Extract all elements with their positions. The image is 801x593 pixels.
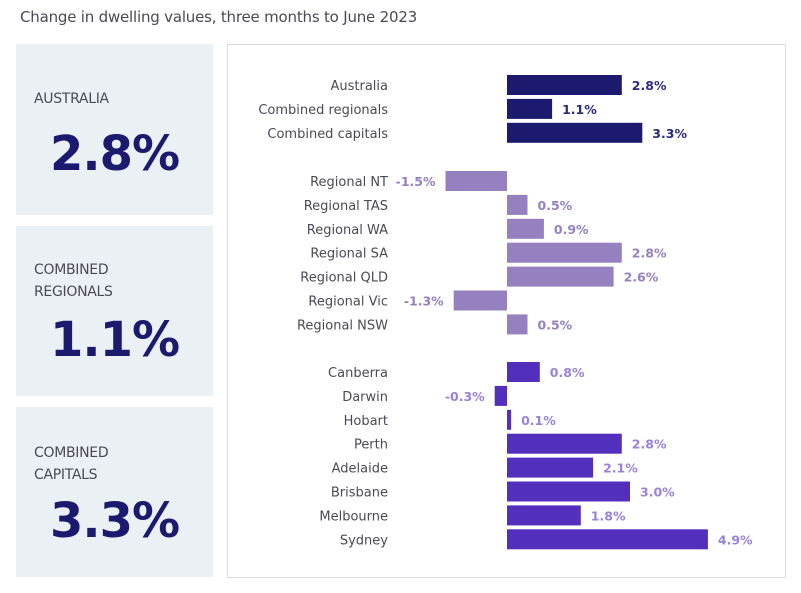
data-label: 0.1% — [521, 413, 556, 428]
chart-panel: Australia 2.8% Combined regionals 1.1% Combi… — [227, 44, 786, 578]
bar — [507, 505, 581, 526]
category-label: Regional Vic — [308, 295, 388, 310]
data-label: 2.8% — [632, 246, 667, 261]
bar — [507, 409, 512, 430]
card-label-line: CAPITALS — [34, 467, 98, 483]
data-label: 0.8% — [550, 365, 585, 380]
data-label: 1.8% — [591, 508, 626, 523]
category-label: Melbourne — [319, 509, 388, 524]
bar — [507, 194, 528, 215]
card-australia: AUSTRALIA 2.8% — [16, 44, 213, 215]
card-combined-regionals: COMBINED REGIONALS 1.1% — [16, 226, 213, 396]
data-label: 1.1% — [562, 102, 597, 117]
category-label: Regional SA — [310, 247, 388, 262]
bar — [494, 385, 507, 406]
category-label: Combined capitals — [267, 127, 388, 142]
data-label: 0.5% — [538, 317, 573, 332]
data-label: 4.9% — [718, 532, 753, 547]
card-label-line: COMBINED — [34, 445, 109, 461]
data-label: 3.0% — [640, 485, 675, 500]
card-label: AUSTRALIA — [34, 88, 109, 110]
bar — [507, 75, 622, 95]
category-label: Regional NT — [310, 175, 388, 190]
category-label: Regional NSW — [297, 318, 388, 333]
card-label-line: REGIONALS — [34, 284, 113, 300]
category-label: Hobart — [344, 414, 388, 429]
data-label: 3.3% — [652, 126, 687, 141]
data-label: 2.1% — [603, 461, 638, 476]
category-label: Combined regionals — [258, 103, 388, 118]
bar — [507, 362, 540, 382]
bar — [445, 171, 507, 191]
category-label: Darwin — [342, 390, 388, 405]
card-label: COMBINED CAPITALS — [34, 442, 109, 486]
bar — [507, 122, 643, 143]
category-label: Sydney — [340, 533, 388, 548]
card-value: 2.8% — [49, 126, 180, 182]
bar — [507, 433, 622, 454]
bar-chart: Australia 2.8% Combined regionals 1.1% Combi… — [258, 75, 753, 550]
card-value: 3.3% — [49, 493, 180, 549]
data-label: 0.5% — [538, 198, 573, 213]
category-label: Canberra — [328, 366, 388, 381]
category-label: Regional QLD — [300, 271, 388, 286]
bar — [507, 218, 544, 239]
category-label: Adelaide — [332, 462, 388, 477]
bar — [507, 266, 614, 287]
bar — [507, 481, 630, 502]
category-label: Regional WA — [307, 223, 388, 238]
bar — [507, 314, 528, 335]
data-label: 0.9% — [554, 222, 589, 237]
category-label: Brisbane — [331, 486, 388, 501]
bar — [507, 98, 553, 119]
category-label: Australia — [330, 79, 388, 94]
page-title: Change in dwelling values, three months … — [20, 8, 418, 26]
card-label-line: AUSTRALIA — [34, 91, 109, 107]
card-combined-capitals: COMBINED CAPITALS 3.3% — [16, 407, 213, 577]
category-label: Regional TAS — [304, 199, 388, 214]
card-value: 1.1% — [49, 312, 180, 368]
data-label: -1.3% — [404, 294, 444, 309]
data-label: 2.8% — [632, 78, 667, 93]
bar — [507, 529, 708, 550]
bar — [507, 457, 594, 478]
card-label-line: COMBINED — [34, 262, 109, 278]
bar — [507, 242, 622, 263]
data-label: -1.5% — [396, 174, 436, 189]
card-label: COMBINED REGIONALS — [34, 259, 113, 303]
data-label: -0.3% — [445, 389, 485, 404]
data-label: 2.8% — [632, 437, 667, 452]
bar — [453, 290, 507, 311]
category-label: Perth — [354, 438, 388, 453]
data-label: 2.6% — [624, 270, 659, 285]
